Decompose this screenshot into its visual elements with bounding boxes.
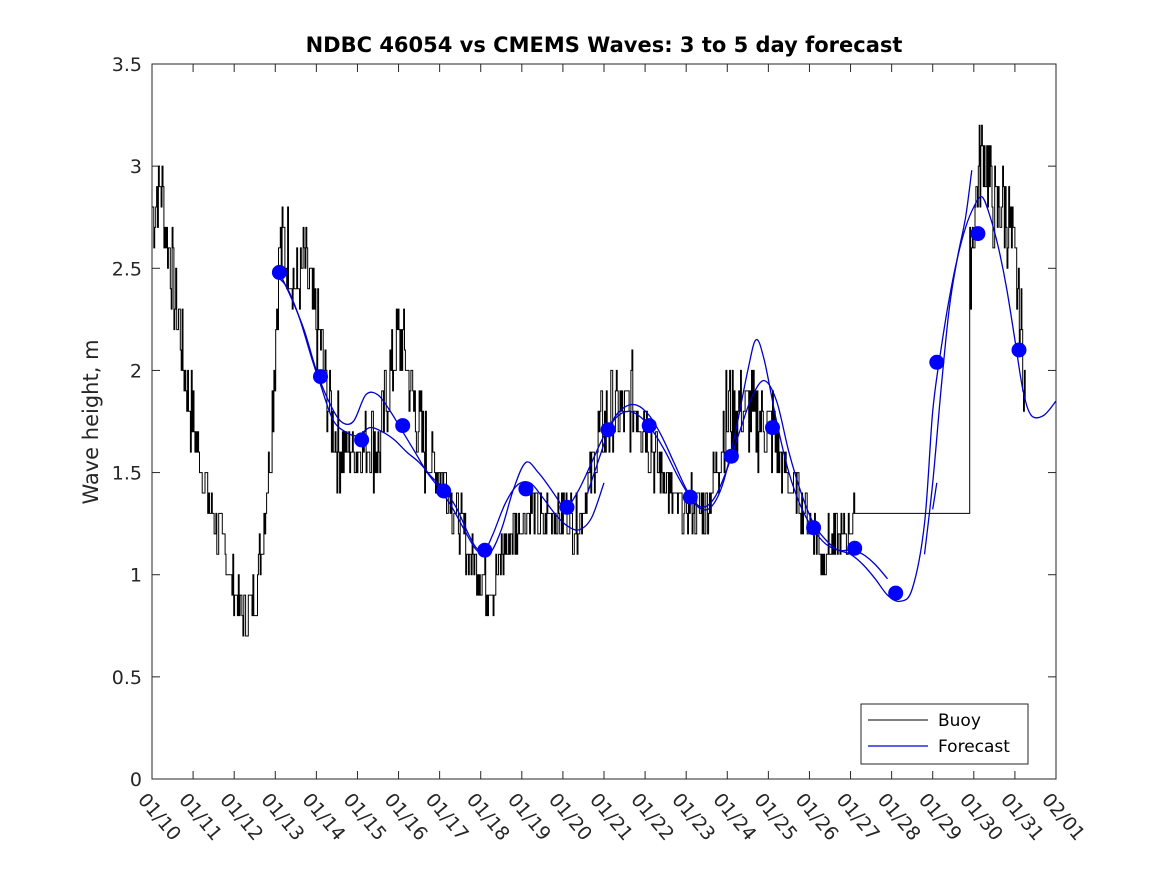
forecast-marker (847, 540, 863, 556)
forecast-marker (600, 422, 616, 438)
forecast-marker (970, 226, 986, 242)
y-tick-label: 1 (130, 565, 142, 587)
forecast-marker (765, 420, 780, 436)
forecast-marker (436, 483, 452, 499)
forecast-marker (723, 448, 739, 464)
series-layer (152, 124, 1057, 637)
series-forecast-line (278, 272, 564, 557)
forecast-marker (888, 585, 904, 601)
forecast-marker (313, 369, 328, 385)
forecast-marker (559, 499, 575, 515)
y-tick-label: 0 (130, 769, 142, 791)
y-tick-label: 3 (130, 156, 142, 178)
series-forecast-line (923, 170, 973, 555)
forecast-marker (806, 520, 822, 536)
legend-box (860, 703, 1029, 765)
y-tick-label: 1.5 (112, 463, 142, 485)
forecast-marker (271, 264, 287, 280)
forecast-marker (641, 418, 657, 434)
series-forecast-line (586, 195, 1057, 603)
legend-forecast-label: Forecast (938, 737, 1010, 757)
forecast-marker (354, 432, 370, 448)
forecast-marker (1011, 342, 1027, 358)
forecast-marker (518, 481, 534, 497)
legend: Buoy Forecast (860, 703, 1029, 765)
y-tick-label: 2 (130, 360, 142, 382)
chart-title: NDBC 46054 vs CMEMS Waves: 3 to 5 day fo… (306, 33, 903, 57)
forecast-marker (682, 489, 698, 505)
y-tick-label: 0.5 (112, 667, 142, 689)
y-tick-label: 3.5 (112, 54, 142, 76)
legend-buoy-label: Buoy (938, 711, 981, 731)
forecast-marker (929, 354, 945, 370)
series-forecast-line (932, 482, 938, 510)
y-axis: 0 0.5 1 1.5 2 2.5 3 3.5 (112, 54, 1056, 791)
y-tick-label: 2.5 (112, 258, 142, 280)
forecast-marker (477, 542, 493, 558)
series-buoy-line (152, 124, 1026, 637)
forecast-marker (395, 418, 411, 434)
y-axis-label: Wave height, m (79, 339, 103, 504)
